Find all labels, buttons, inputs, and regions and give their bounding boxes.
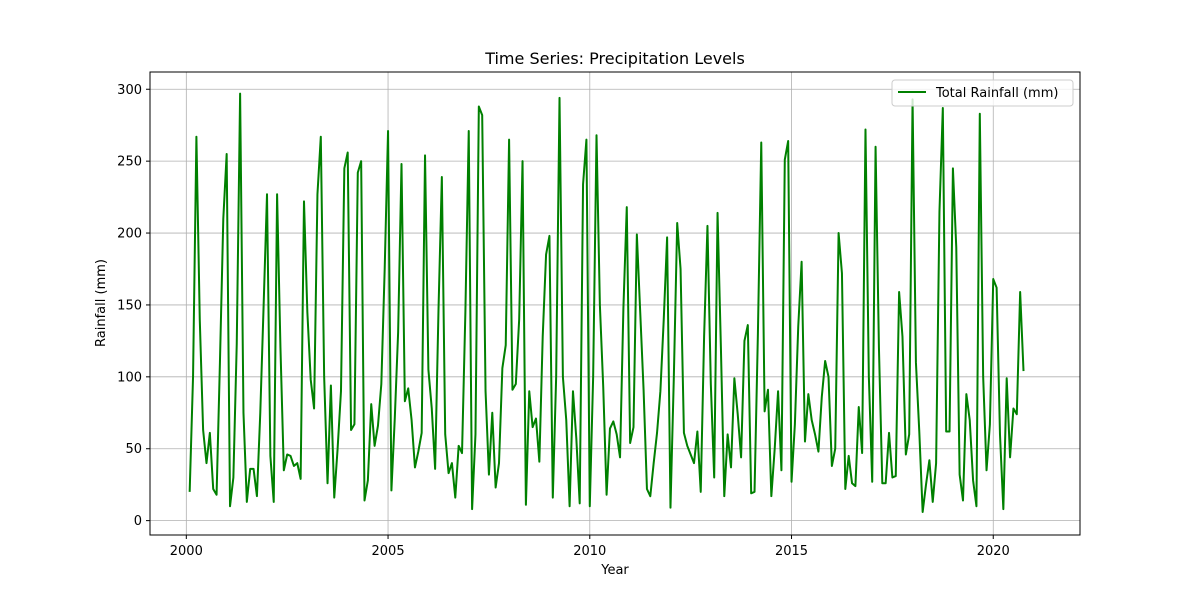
legend-entry-label: Total Rainfall (mm) [935,86,1058,101]
x-tick-label: 2020 [977,544,1010,559]
x-tick-label: 2010 [573,544,606,559]
y-tick-label: 0 [134,514,142,529]
axes-frame [149,71,1081,536]
x-tick-label: 2005 [372,544,405,559]
x-axis-label: Year [600,563,629,578]
x-tick-label: 2000 [170,544,203,559]
series-layer [188,92,1025,513]
legend-box [891,79,1074,107]
y-tick-label: 150 [117,298,142,313]
y-tick-label: 50 [125,442,142,457]
x-tick-label: 2015 [775,544,808,559]
y-tick-label: 250 [117,155,142,170]
chart-title: Time Series: Precipitation Levels [484,49,745,68]
y-axis-label: Rainfall (mm) [94,259,109,347]
legend: Total Rainfall (mm) [891,79,1074,107]
series-line-total-rainfall [188,92,1025,513]
y-tick-label: 300 [117,83,142,98]
y-tick-label: 100 [117,370,142,385]
grid [150,72,1080,535]
axis-ticks: 2000 2005 2010 2015 2020 0 50 100 150 200 250 300 [117,83,1010,559]
y-tick-label: 200 [117,227,142,242]
